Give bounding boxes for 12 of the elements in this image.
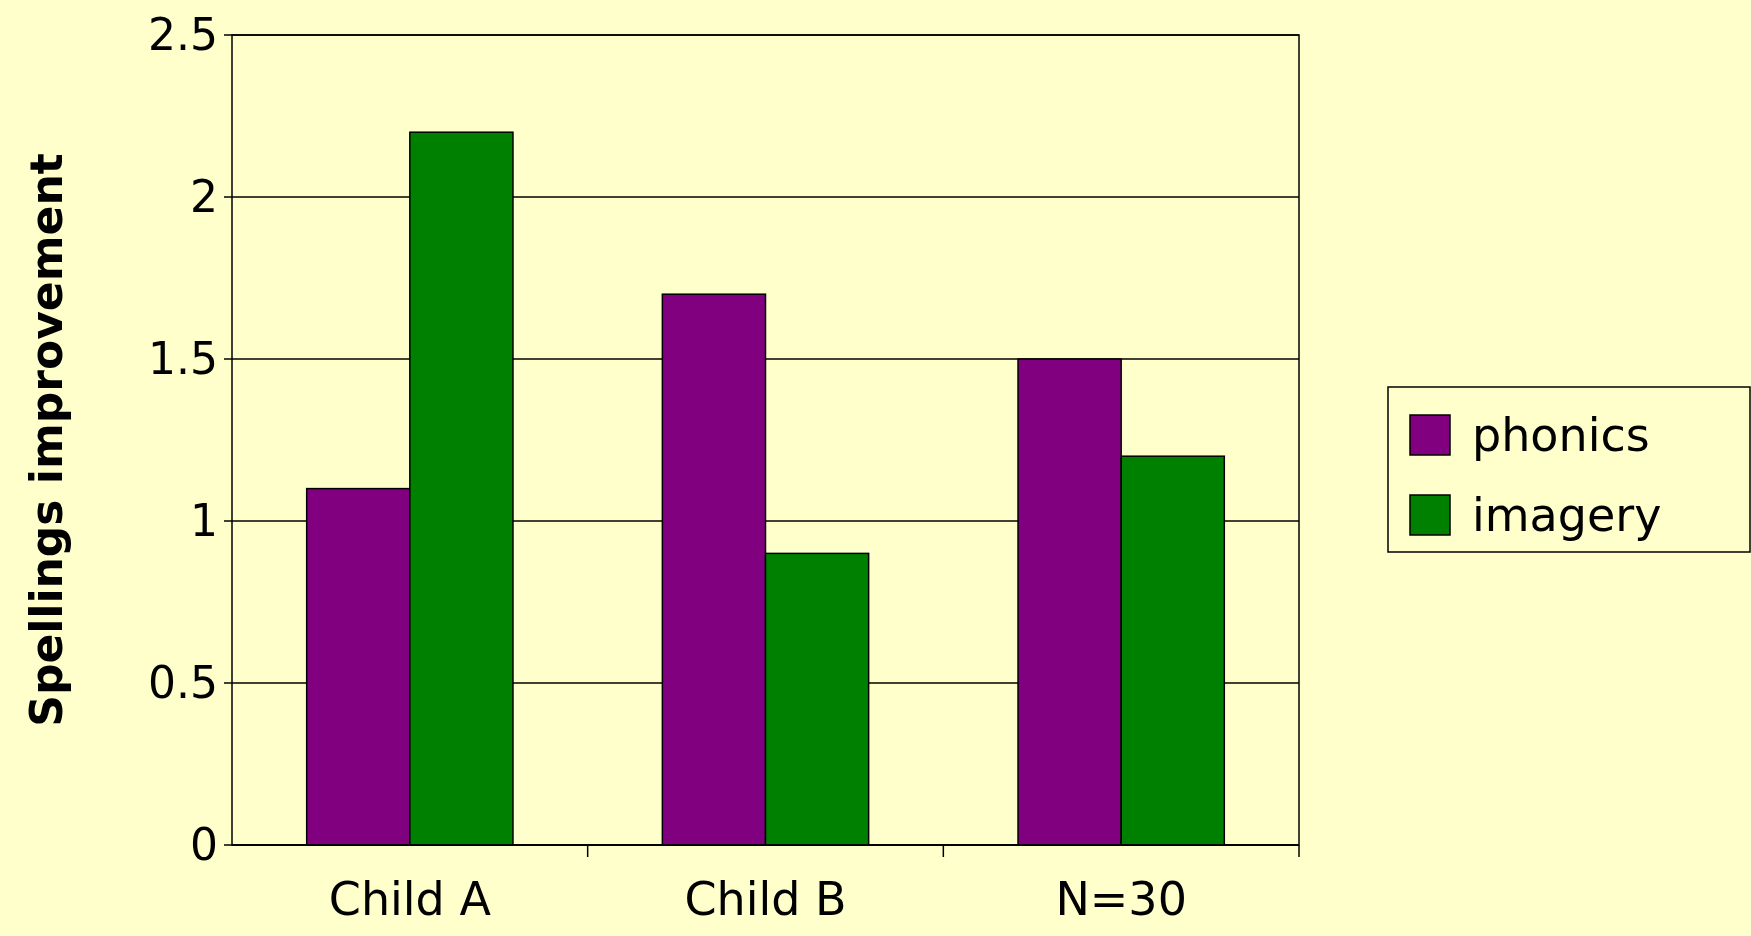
y-tick-label: 1.5 (148, 333, 218, 385)
y-tick-label: 0.5 (148, 657, 218, 709)
legend-label: imagery (1472, 488, 1662, 543)
y-tick-label: 2 (190, 171, 218, 223)
x-tick-label: Child A (328, 872, 492, 926)
y-axis-title: Spellings improvement (21, 153, 72, 727)
y-tick-label: 0 (190, 819, 218, 871)
legend-label: phonics (1472, 408, 1650, 463)
y-tick-label: 2.5 (148, 9, 218, 61)
x-tick-label: N=30 (1055, 872, 1187, 926)
x-tick-label: Child B (684, 872, 847, 926)
y-tick-label: 1 (190, 495, 218, 547)
